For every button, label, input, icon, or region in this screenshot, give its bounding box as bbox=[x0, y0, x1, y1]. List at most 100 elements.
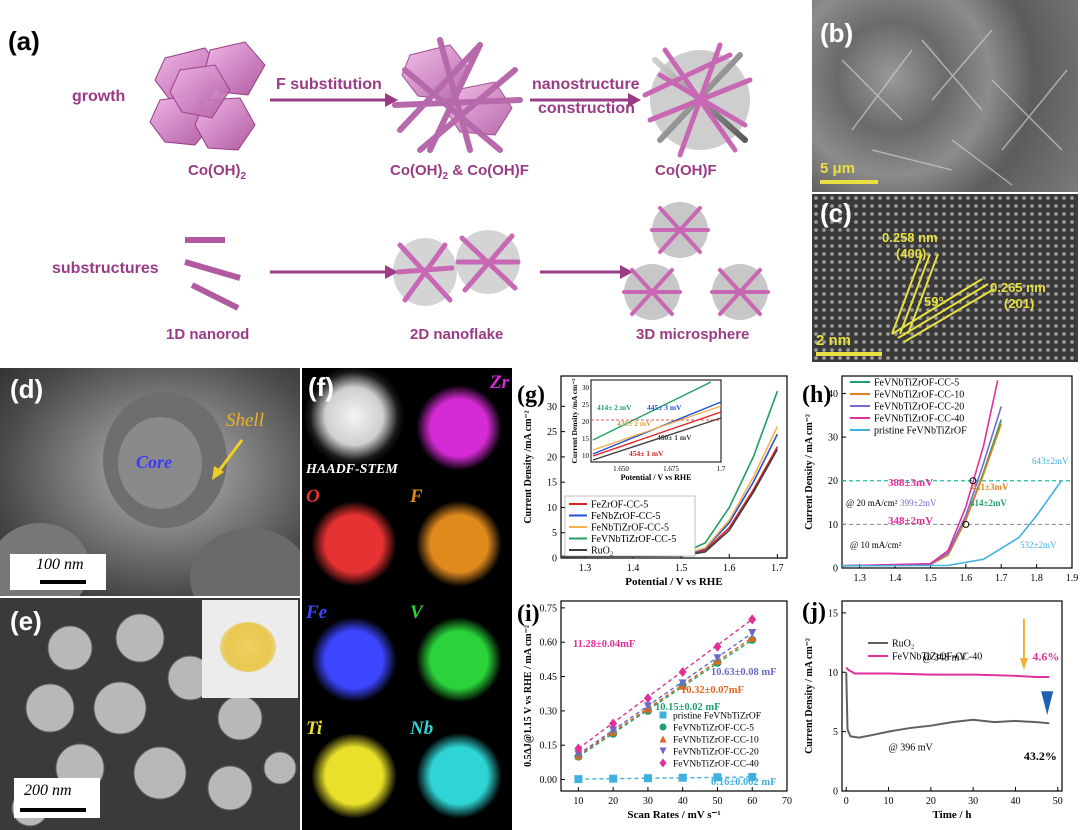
inset-series-line bbox=[592, 411, 722, 457]
caption-mixed-sub: 2 bbox=[442, 171, 449, 182]
chart-annotation: 388±3mV bbox=[888, 477, 933, 489]
chart-j: 0 10 20 30 40 50 0 5 10 15 Time / h Current Density… bbox=[802, 599, 1063, 821]
row-growth-title: growth bbox=[72, 88, 126, 105]
inset-series-line bbox=[592, 405, 722, 451]
scale-bar-c bbox=[816, 352, 882, 356]
caption-1d-nanorod: 1D nanorod bbox=[166, 326, 250, 343]
data-point bbox=[643, 702, 652, 711]
x-tick-label: 1.4 bbox=[889, 573, 902, 584]
inset-series-line bbox=[592, 381, 712, 441]
eds-label-haadf: HAADF-STEM bbox=[306, 462, 398, 477]
nanoflake-icon bbox=[393, 230, 521, 306]
x-tick-label: 10 bbox=[573, 796, 583, 807]
chart-annotation: 399±2mV bbox=[900, 498, 937, 508]
inset-y-label: Current Density /mA cm⁻² bbox=[570, 378, 579, 464]
inset-annotation: 439± 2 mV bbox=[617, 419, 652, 428]
legend-entry: FeVNbTiZrOF-CC-10 bbox=[673, 736, 759, 746]
plot-frame bbox=[841, 600, 1063, 792]
panel-label: (g) bbox=[517, 382, 545, 408]
legend-marker bbox=[659, 758, 667, 768]
legend-entry: RuO₂ bbox=[591, 546, 613, 557]
chart-i: 10 20 30 40 50 60 70 0.00 0.15 0.30 0.45 0.60 0.75 Sc… bbox=[517, 600, 792, 821]
schematic-art bbox=[149, 37, 770, 320]
chart-annotation: 348±2mV bbox=[888, 515, 933, 527]
arrow-nanostructure-label-1: nanostructure bbox=[532, 76, 640, 93]
caption-3d-microsphere: 3D microsphere bbox=[636, 326, 750, 343]
series-line bbox=[841, 480, 1063, 567]
legend-entry: FeVNbTiZrOF-CC-40 bbox=[874, 414, 964, 425]
inset-series-line bbox=[592, 417, 722, 461]
data-point bbox=[678, 773, 687, 782]
data-point bbox=[574, 743, 583, 754]
scale-text-d: 100 nm bbox=[36, 556, 84, 573]
plane-400: (400) bbox=[896, 246, 927, 261]
panel-label: (j) bbox=[802, 599, 826, 625]
data-point bbox=[713, 641, 722, 652]
caption-2d-nanoflake: 2D nanoflake bbox=[410, 326, 504, 343]
panel-f: (f) HAADF-STEM Zr O F Fe V Ti Nb bbox=[302, 368, 512, 830]
x-tick-label: 1.9 bbox=[1066, 573, 1079, 584]
panel-c: (c) 0.258 nm (400) 0.265 nm (201) 59° 2 … bbox=[812, 194, 1078, 362]
scale-text-c: 2 nm bbox=[816, 332, 852, 349]
nanorod-icon bbox=[184, 237, 241, 311]
eds-map-o bbox=[302, 484, 406, 599]
panel-label: (i) bbox=[517, 601, 540, 627]
legend-marker bbox=[659, 711, 667, 719]
fit-line bbox=[577, 637, 753, 757]
plot-frame bbox=[560, 600, 788, 792]
scale-bar-d bbox=[40, 580, 86, 584]
inset-annotation: 454± 1 mV bbox=[629, 449, 664, 458]
fit-line bbox=[577, 618, 753, 750]
data-point bbox=[643, 774, 652, 783]
legend-entry: RuO₂ bbox=[892, 639, 914, 650]
chart-annotation: @ 10 mA/cm² bbox=[850, 540, 902, 550]
legend-marker bbox=[659, 747, 667, 755]
inset-y-tick: 15 bbox=[582, 435, 590, 443]
x-tick-label: 10 bbox=[884, 796, 894, 807]
x-tick-label: 1.3 bbox=[579, 563, 592, 574]
y-tick-label: 10 bbox=[828, 520, 838, 531]
fit-line bbox=[578, 776, 753, 780]
legend-entry: FeVNbTiZrOF-CC-5 bbox=[673, 724, 754, 734]
panel-f-label: (f) bbox=[308, 372, 334, 402]
eds-map-v bbox=[407, 600, 511, 715]
chart-annotation: @ 20 mA/cm² bbox=[846, 498, 898, 508]
caption-mixed: Co(OH)2 & Co(OH)F bbox=[390, 162, 529, 182]
x-tick-label: 1.5 bbox=[924, 573, 937, 584]
scale-bar-b bbox=[820, 180, 878, 184]
plane-201: (201) bbox=[1004, 296, 1035, 311]
inset-annotation: 414± 2 mV bbox=[597, 403, 632, 412]
chart-g: 1.3 1.4 1.5 1.6 1.7 0 5 10 15 20 25 30 Potential / V… bbox=[517, 375, 788, 588]
panel-label: (h) bbox=[802, 382, 831, 408]
data-point bbox=[609, 718, 618, 729]
caption-co-oh-2-main: Co(OH) bbox=[188, 162, 241, 179]
data-point bbox=[609, 726, 618, 735]
caption-mixed-main: Co(OH) bbox=[390, 162, 443, 179]
eds-map-ti bbox=[302, 716, 406, 830]
scale-bar-e bbox=[20, 808, 86, 812]
eds-label-o: O bbox=[306, 486, 320, 507]
marker-20 bbox=[969, 477, 977, 485]
y-tick-label: 0.00 bbox=[540, 775, 558, 786]
inset-annotation: 460± 1 mV bbox=[657, 433, 692, 442]
sem-flower-texture bbox=[841, 29, 1068, 186]
inset-x-tick: 1.7 bbox=[717, 465, 726, 473]
legend-entry: FeVNbTiZrOF-CC-20 bbox=[874, 402, 964, 413]
hexagon-plates-icon bbox=[149, 41, 266, 151]
shell-label: Shell bbox=[226, 410, 264, 431]
arrow-f-substitution-label: F substitution bbox=[276, 76, 382, 93]
legend-entry: pristine FeVNbTiZrOF bbox=[874, 426, 967, 437]
y-tick-label: 0.45 bbox=[540, 672, 558, 683]
y-tick-label: 0.60 bbox=[540, 638, 558, 649]
y-tick-label: 5 bbox=[552, 528, 557, 539]
y-tick-label: 40 bbox=[828, 389, 838, 400]
legend-entry: pristine FeVNbTiZrOF bbox=[673, 712, 761, 722]
chart-annotation: @ 348 mV bbox=[922, 652, 967, 663]
data-point bbox=[748, 773, 757, 782]
data-point bbox=[609, 774, 618, 783]
x-tick-label: 1.6 bbox=[960, 573, 973, 584]
chart-annotation: 10.63±0.08 mF bbox=[711, 667, 777, 678]
data-point bbox=[713, 654, 722, 663]
row-substructures-title: substructures bbox=[52, 260, 159, 277]
series-line bbox=[845, 666, 1050, 678]
